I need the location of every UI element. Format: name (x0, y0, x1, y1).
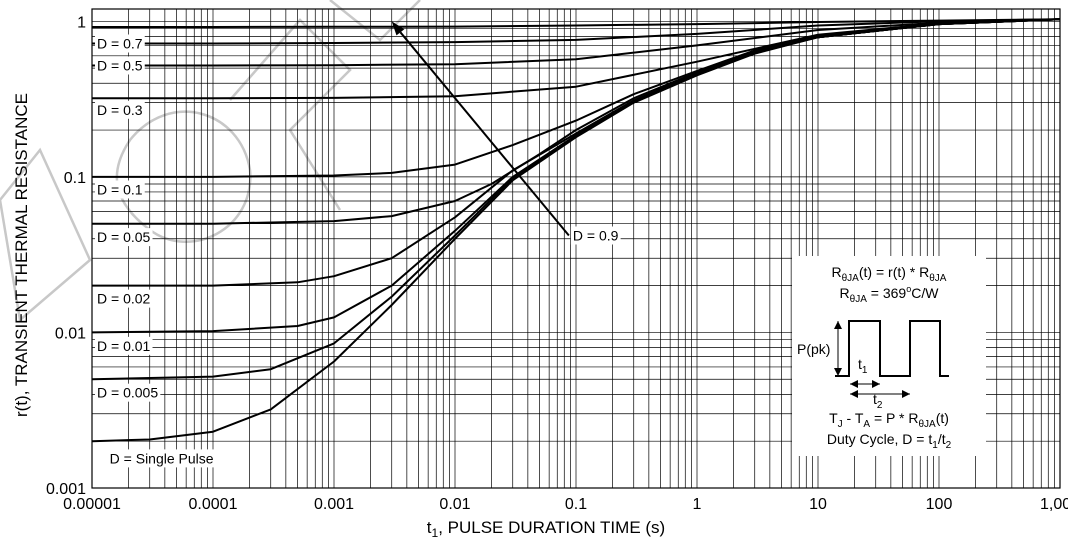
curve-label-d-0-5: D = 0.5 (97, 57, 143, 73)
x-axis-label: t1, PULSE DURATION TIME (s) (427, 518, 665, 540)
pulse-waveform (835, 320, 949, 377)
curve-label-bg-d-0-7 (95, 34, 145, 53)
x-axis-tick-labels: 0.00001 0.0001 0.001 0.01 0.1 1 10 100 1,000 (63, 496, 1068, 513)
d09-label: D = 0.9 (573, 227, 619, 243)
curve-label-d-single-pulse: D = Single Pulse (110, 450, 214, 466)
x-tick-label: 0.01 (439, 496, 470, 513)
watermark (0, 0, 421, 323)
curve-d-0-5 (92, 18, 1061, 67)
t1-arrow-left (850, 380, 858, 388)
y-axis-tick-labels: 1 0.1 0.01 0.001 (46, 14, 86, 498)
curve-label-d-0-7: D = 0.7 (97, 36, 143, 52)
d09-arrowhead (391, 21, 405, 36)
plot-frame (91, 8, 1061, 489)
curve-labels: D = 0.7 D = 0.5 D = 0.3 D = 0.1 D = 0.05 D = … (95, 34, 216, 468)
curve-label-d-0-05: D = 0.05 (97, 229, 151, 245)
curve-label-bg-d-0-05 (95, 228, 153, 247)
t1-label: t1 (858, 356, 868, 376)
x-tick-label: 10 (809, 496, 827, 513)
grid (91, 9, 1060, 489)
curve-d-0-9 (92, 18, 1061, 28)
x-tick-label: 0.001 (314, 496, 354, 513)
y-axis-label: r(t), TRANSIENT THERMAL RESISTANCE (12, 93, 31, 417)
x-tick-label: 0.0001 (189, 496, 238, 513)
inset-equation-2: RθJA = 369oC/W (840, 284, 940, 305)
watermark-letter-f (0, 147, 92, 323)
x-tick-label: 0.00001 (63, 496, 121, 513)
curve-label-d-0-3: D = 0.3 (97, 102, 143, 118)
curve-label-bg-d-single-pulse (107, 449, 216, 468)
curve-d-0-7 (92, 18, 1061, 45)
duty-cycle-equation: Duty Cycle, D = t1/t2 (827, 431, 952, 451)
curves (91, 18, 1061, 443)
x-tick-label: 1,000 (1040, 496, 1068, 513)
x-tick-label: 100 (926, 496, 953, 513)
ppk-label: P(pk) (797, 341, 830, 357)
inset-equation-1: RθJA(t) = r(t) * RθJA (832, 264, 947, 284)
curve-label-bg-d-0-02 (95, 289, 153, 308)
x-tick-label: 1 (693, 496, 702, 513)
curve-label-bg-d-0-005 (95, 383, 161, 402)
y-tick-label: 1 (77, 14, 86, 31)
t2-arrow-left (850, 390, 858, 398)
inset-background (792, 256, 986, 456)
d09-arrow (399, 31, 570, 237)
curve-label-bg-d-0-1 (95, 180, 145, 199)
ppk-arrow-top (834, 321, 842, 329)
curve-label-d-0-1: D = 0.1 (97, 181, 143, 197)
curve-label-bg-d-0-5 (95, 56, 145, 75)
curve-d-single-pulse (91, 18, 1061, 443)
y-tick-label: 0.1 (64, 170, 86, 187)
curve-label-d-0-02: D = 0.02 (97, 291, 151, 307)
t2-arrow-right (902, 390, 910, 398)
ppk-arrow-bottom (834, 368, 842, 376)
inset-equation-3: TJ - TA = P * RθJA(t) (829, 410, 949, 430)
x-tick-label: 0.1 (565, 496, 587, 513)
curve-d-0-3 (92, 18, 1061, 100)
curve-label-bg-d-0-01 (95, 336, 153, 355)
curve-label-bg-d-0-3 (95, 100, 145, 119)
curve-label-d-0-01: D = 0.01 (97, 338, 151, 354)
t2-label: t2 (873, 391, 883, 411)
y-tick-label: 0.01 (55, 325, 86, 342)
d09-label-bg (570, 226, 621, 245)
watermark-letter-r (229, 18, 352, 211)
d09-annotation: D = 0.9 (391, 21, 621, 245)
inset-legend: RθJA(t) = r(t) * RθJA RθJA = 369oC/W P(p… (792, 256, 986, 456)
y-tick-label: 0.001 (46, 481, 86, 498)
t1-arrow-right (872, 380, 880, 388)
curve-label-d-0-005: D = 0.005 (97, 385, 158, 401)
